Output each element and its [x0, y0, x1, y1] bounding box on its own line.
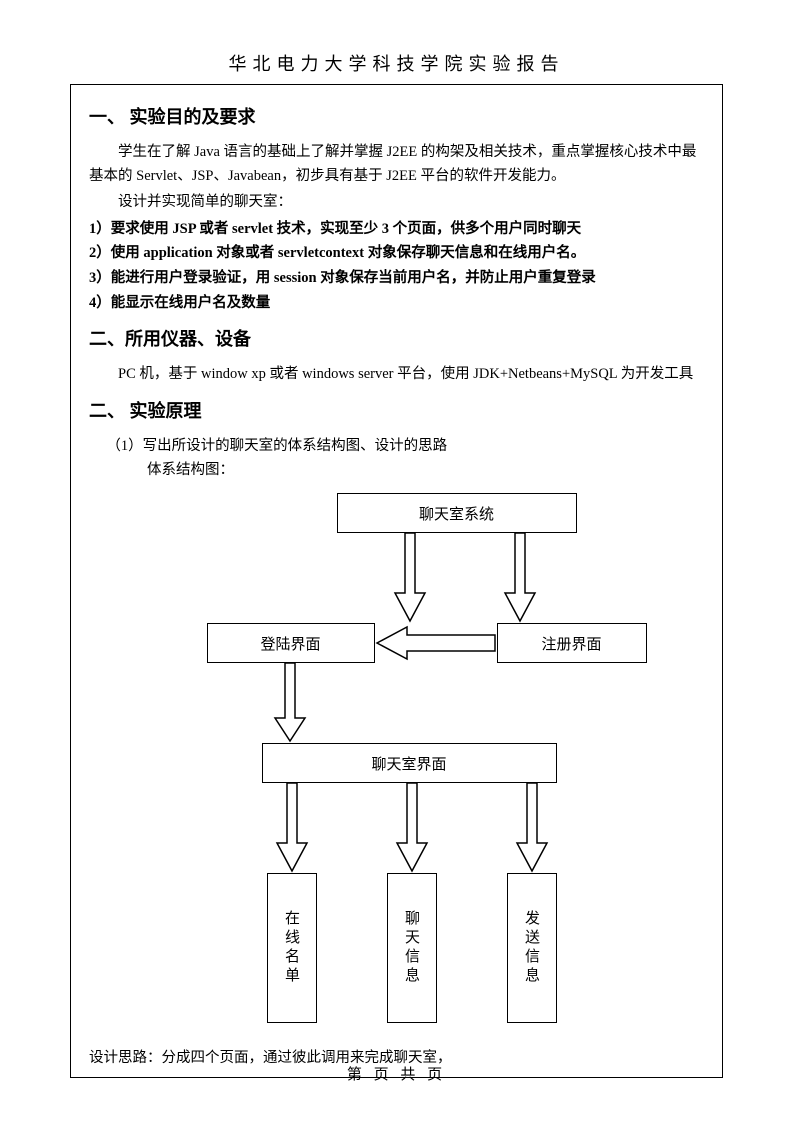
section1-p1: 学生在了解 Java 语言的基础上了解并掌握 J2EE 的构架及相关技术，重点掌…: [89, 141, 704, 189]
box-login: 登陆界面: [207, 623, 375, 663]
section2-p1: PC 机，基于 window xp 或者 windows server 平台，使…: [89, 363, 704, 387]
page-header: 华北电力大学科技学院实验报告: [70, 50, 723, 76]
box-send: 发送信息: [507, 873, 557, 1023]
page-footer: 第 页 共 页: [0, 1063, 793, 1084]
box-chat-system-label: 聊天室系统: [419, 503, 494, 524]
box-register-label: 注册界面: [541, 633, 601, 654]
section1-li1: 1）要求使用 JSP 或者 servlet 技术，实现至少 3 个页面，供多个用…: [89, 217, 704, 242]
section1-title: 一、 实验目的及要求: [89, 103, 704, 129]
architecture-diagram: 聊天室系统 登陆界面 注册界面 聊天室界面 在线名单 聊天信息 发送信息: [117, 493, 677, 1063]
section1-li4: 4）能显示在线用户名及数量: [89, 291, 704, 316]
section1-li3: 3）能进行用户登录验证，用 session 对象保存当前用户名，并防止用户重复登…: [89, 266, 704, 291]
box-login-label: 登陆界面: [260, 633, 320, 654]
box-chat-system: 聊天室系统: [337, 493, 577, 533]
section3-sub2: 体系结构图：: [89, 459, 704, 483]
box-chatinfo-label: 聊天信息: [401, 910, 422, 986]
box-online-label: 在线名单: [281, 910, 302, 986]
section2-title: 二、所用仪器、设备: [89, 325, 704, 351]
content-box: 一、 实验目的及要求 学生在了解 Java 语言的基础上了解并掌握 J2EE 的…: [70, 84, 723, 1078]
box-send-label: 发送信息: [521, 910, 542, 986]
section3-title: 二、 实验原理: [89, 397, 704, 423]
box-chatinfo: 聊天信息: [387, 873, 437, 1023]
section3-sub1: （1）写出所设计的聊天室的体系结构图、设计的思路: [89, 435, 704, 459]
box-chatroom-label: 聊天室界面: [371, 753, 446, 774]
box-chatroom: 聊天室界面: [262, 743, 557, 783]
section1-p2: 设计并实现简单的聊天室：: [89, 191, 704, 215]
box-register: 注册界面: [497, 623, 647, 663]
section1-li2: 2）使用 application 对象或者 servletcontext 对象保…: [89, 241, 704, 266]
box-online: 在线名单: [267, 873, 317, 1023]
